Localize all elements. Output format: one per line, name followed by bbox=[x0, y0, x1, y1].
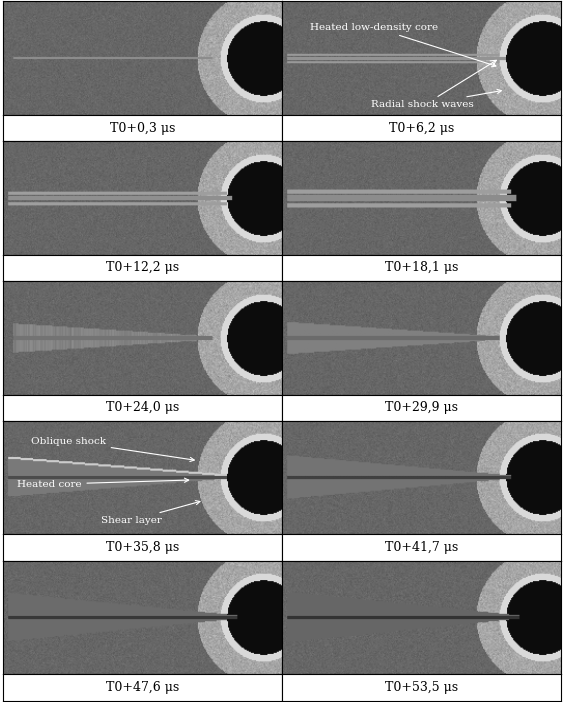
Text: Shear layer: Shear layer bbox=[100, 501, 200, 525]
Text: T0+18,1 μs: T0+18,1 μs bbox=[385, 261, 459, 274]
Text: T0+24,0 μs: T0+24,0 μs bbox=[106, 402, 179, 414]
Text: T0+53,5 μs: T0+53,5 μs bbox=[385, 681, 458, 694]
Text: T0+35,8 μs: T0+35,8 μs bbox=[106, 541, 179, 554]
Text: Heated core: Heated core bbox=[17, 478, 188, 489]
Text: T0+47,6 μs: T0+47,6 μs bbox=[106, 681, 179, 694]
Text: T0+29,9 μs: T0+29,9 μs bbox=[385, 402, 458, 414]
Text: Heated low-density core: Heated low-density core bbox=[310, 22, 496, 67]
Text: T0+41,7 μs: T0+41,7 μs bbox=[385, 541, 458, 554]
Text: Radial shock waves: Radial shock waves bbox=[371, 89, 501, 109]
Text: T0+6,2 μs: T0+6,2 μs bbox=[389, 121, 454, 135]
Text: T0+12,2 μs: T0+12,2 μs bbox=[106, 261, 179, 274]
Text: Oblique shock: Oblique shock bbox=[31, 437, 194, 461]
Text: T0+0,3 μs: T0+0,3 μs bbox=[110, 121, 175, 135]
